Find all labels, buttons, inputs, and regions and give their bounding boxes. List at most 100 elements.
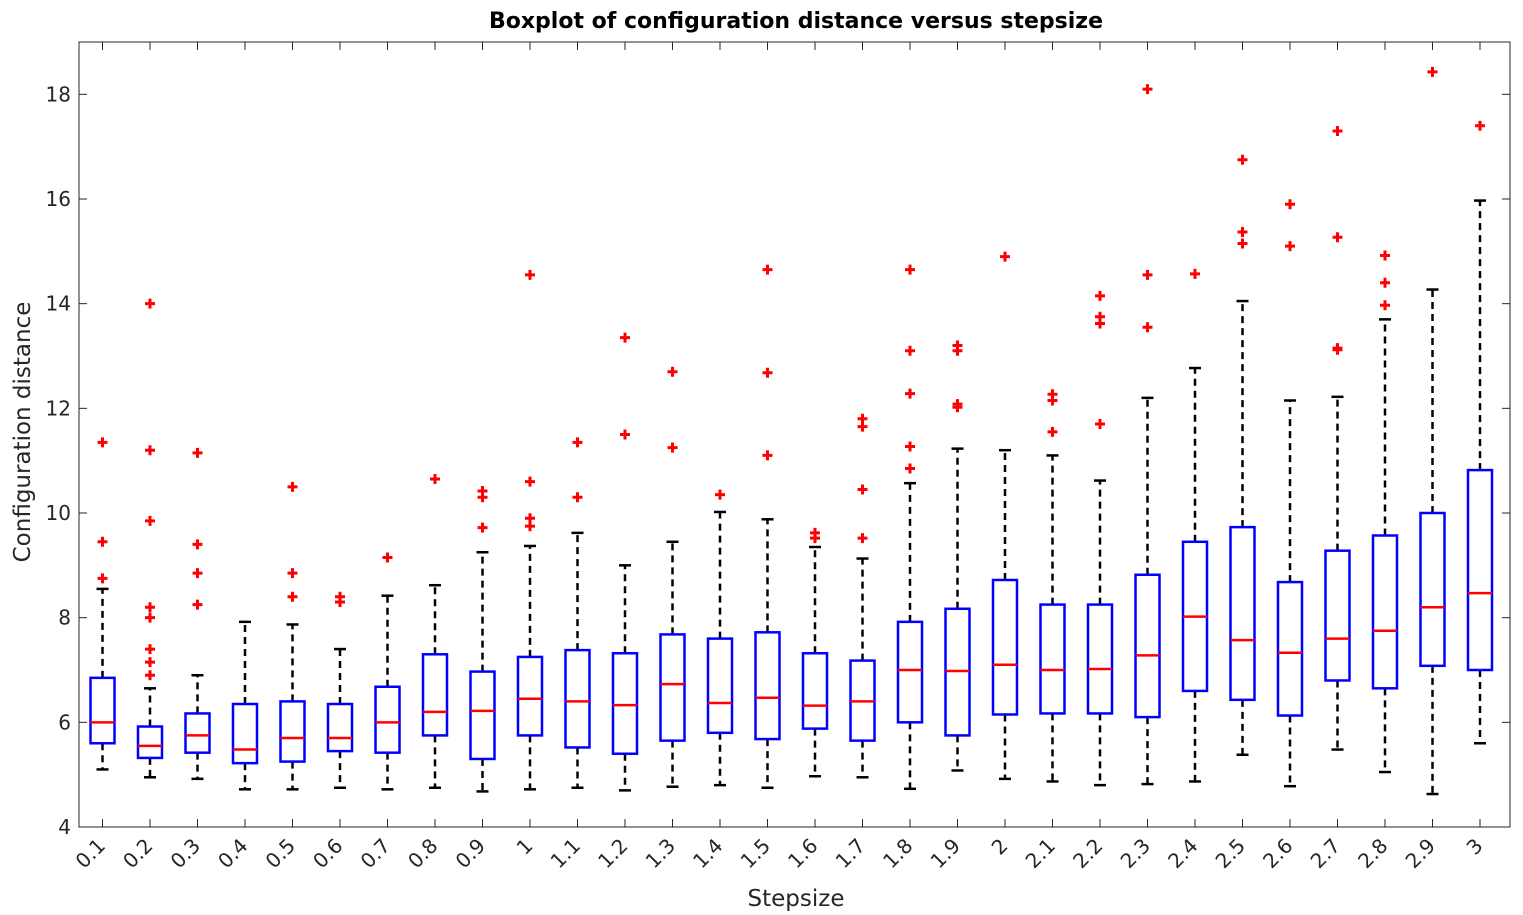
x-tick-label: 2.1 [1021, 834, 1060, 873]
box [184, 712, 211, 754]
outlier-point [525, 269, 535, 280]
outlier-point [525, 476, 535, 487]
outlier-point [1237, 154, 1248, 165]
outlier-point [762, 367, 773, 378]
outlier-point [145, 298, 155, 309]
y-tick-label: 8 [58, 606, 71, 630]
box [1466, 468, 1494, 672]
box [801, 652, 829, 730]
outlier-point [905, 463, 915, 474]
outlier-point [477, 486, 488, 497]
x-tick-label: 2.4 [1163, 834, 1202, 873]
outlier-point [1332, 125, 1343, 136]
x-tick-label: 1.5 [736, 834, 775, 873]
x-tick-label: 0.2 [118, 834, 157, 873]
outlier-point [810, 527, 820, 538]
outlier-point [287, 568, 298, 579]
outlier-point [952, 399, 963, 410]
outlier-point [1427, 66, 1438, 77]
outlier-point [1285, 241, 1295, 252]
box [516, 655, 544, 737]
outlier-point [1332, 232, 1343, 243]
y-tick-label: 4 [58, 815, 71, 839]
outlier-point [145, 670, 155, 681]
x-tick-label: 0.8 [403, 834, 442, 873]
x-tick-label: 2 [987, 834, 1013, 860]
box [421, 653, 449, 737]
x-tick-label: 2.7 [1306, 834, 1345, 873]
outlier-point [145, 515, 155, 526]
y-tick-label: 16 [46, 187, 71, 211]
y-axis-label: Configuration distance [10, 302, 36, 563]
outlier-point [667, 442, 678, 453]
x-tick-label: 1.4 [688, 834, 727, 873]
outlier-point [1190, 268, 1200, 279]
x-tick-label: 1.7 [831, 834, 870, 873]
outlier-point [1047, 426, 1058, 437]
x-tick-label: 1.6 [783, 834, 822, 873]
outlier-point [192, 447, 203, 458]
outlier-point [905, 345, 915, 356]
outlier-point [145, 657, 155, 668]
x-tick-label: 0.5 [261, 834, 300, 873]
outlier-point [1332, 343, 1343, 354]
outlier-point [762, 264, 773, 275]
chart-title: Boxplot of configuration distance versus… [489, 9, 1103, 34]
x-tick-label: 0.6 [308, 834, 347, 873]
box [1086, 603, 1114, 715]
outlier-point [905, 441, 915, 452]
outlier-point [287, 591, 298, 602]
outlier-point [192, 539, 203, 550]
outlier-point [857, 413, 868, 424]
box [611, 652, 639, 755]
outlier-point [620, 429, 630, 440]
outlier-point [857, 533, 868, 544]
y-tick-label: 12 [46, 396, 71, 420]
y-tick-label: 6 [58, 710, 71, 734]
outlier-point [952, 340, 963, 351]
outlier-point [572, 492, 583, 503]
box [279, 700, 306, 763]
box [1276, 580, 1304, 717]
x-tick-label: 1.3 [641, 834, 680, 873]
outlier-point [905, 388, 915, 399]
x-tick-label: 0.4 [213, 834, 252, 873]
outlier-point [430, 473, 440, 484]
box [136, 725, 164, 760]
outlier-point [1000, 251, 1010, 262]
outlier-point [1095, 290, 1105, 301]
plot-frame [78, 41, 1511, 828]
outlier-point [1475, 120, 1485, 131]
box [1039, 603, 1066, 715]
outlier-point [477, 522, 488, 533]
box [1134, 573, 1161, 719]
box [991, 578, 1019, 716]
x-tick-label: 0.7 [356, 834, 395, 873]
box [231, 702, 259, 765]
outlier-point [1237, 226, 1248, 237]
x-tick-label: 2.9 [1401, 834, 1440, 873]
outlier-point [335, 591, 345, 602]
box [1371, 534, 1399, 690]
outlier-point [1142, 84, 1153, 95]
outlier-point [1142, 322, 1153, 333]
box [469, 670, 496, 761]
box [1324, 549, 1351, 682]
outlier-point [1285, 199, 1295, 210]
outlier-point [1047, 389, 1058, 400]
x-tick-label: 2.3 [1116, 834, 1155, 873]
x-tick-label: 2.5 [1211, 834, 1250, 873]
outlier-point [145, 612, 155, 623]
y-tick-label: 18 [46, 82, 71, 106]
outlier-point [620, 332, 630, 343]
box [659, 633, 686, 742]
outlier-point [1142, 269, 1153, 280]
box [326, 702, 354, 753]
outlier-point [192, 568, 203, 579]
outlier-point [97, 536, 108, 547]
x-tick-label: 2.6 [1258, 834, 1297, 873]
box [896, 620, 924, 724]
outlier-point [1237, 238, 1248, 249]
